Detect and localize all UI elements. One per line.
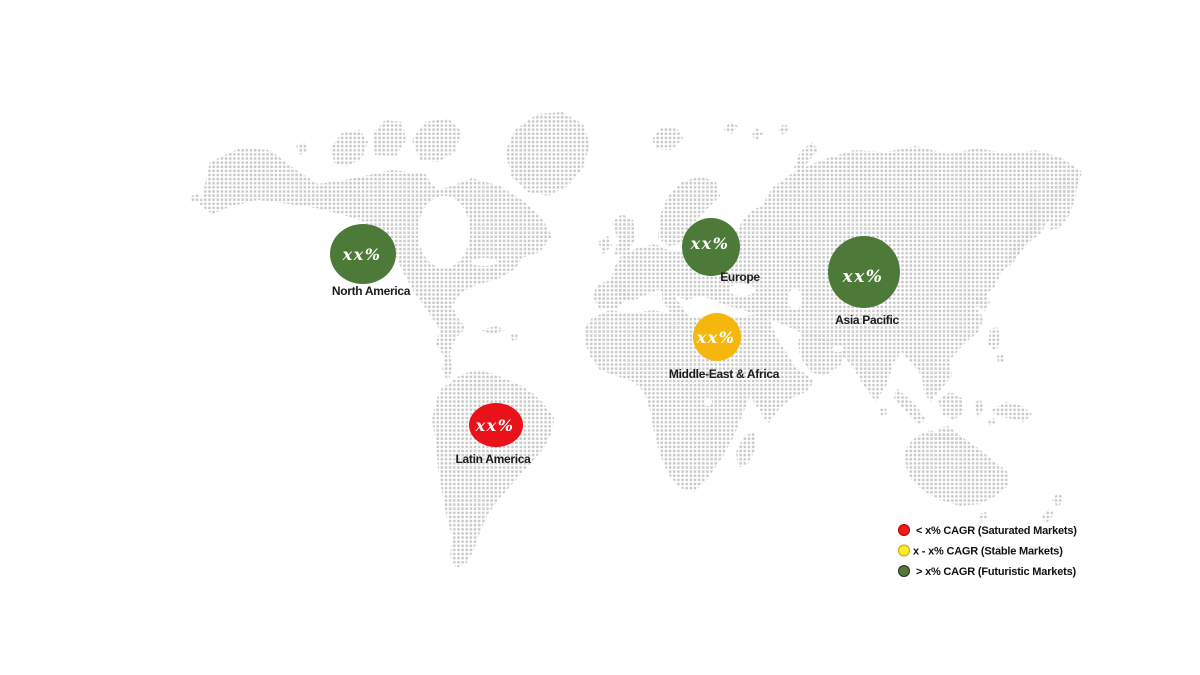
landmass-british-isles <box>598 214 636 256</box>
bubble-circle-latin-america[interactable] <box>469 403 523 447</box>
landmass-madagascar <box>736 432 756 468</box>
region-label-latin-america: Latin America <box>455 452 531 466</box>
world-map <box>190 112 1082 568</box>
region-label-north-america: North America <box>332 284 411 298</box>
bubble-value-latin-america: xx% <box>475 416 515 435</box>
landmass-north-america <box>200 148 552 382</box>
landmass-africa <box>584 310 814 492</box>
lake-victoria <box>704 398 712 406</box>
landmass-arabia <box>798 332 846 376</box>
landmass-iberia <box>592 280 630 310</box>
landmass-scandinavia <box>658 176 720 246</box>
bubble-circle-asia-pacific[interactable] <box>828 236 900 308</box>
sea-black-sea <box>729 284 755 296</box>
bubble-north-america[interactable]: xx% <box>330 224 396 284</box>
legend-label-futuristic: > x% CAGR (Futuristic Markets) <box>916 566 1076 578</box>
landmass-northeast-asia <box>977 174 1076 312</box>
bubble-value-north-america: xx% <box>342 245 382 264</box>
legend-label-saturated: < x% CAGR (Saturated Markets) <box>916 525 1077 537</box>
sea-persian-gulf <box>832 346 844 352</box>
landmass-australia <box>904 426 1008 521</box>
legend-dot-stable <box>898 544 910 557</box>
bubble-value-europe: xx% <box>690 234 730 253</box>
bubble-value-middle-east-africa: xx% <box>696 328 736 347</box>
bubble-circle-middle-east-africa[interactable] <box>693 313 741 361</box>
bubble-circle-europe[interactable] <box>682 218 740 276</box>
landmass-indonesia <box>894 388 1032 446</box>
bubble-value-asia-pacific: xx% <box>842 267 884 287</box>
legend-label-stable: x - x% CAGR (Stable Markets) <box>913 546 1063 558</box>
landmass-new-zealand <box>1042 492 1064 524</box>
region-label-europe: Europe <box>720 270 760 284</box>
bubble-middle-east-africa[interactable]: xx% <box>693 313 741 361</box>
sea-caspian <box>788 288 802 310</box>
legend-dot-futuristic <box>898 565 910 577</box>
landmass-south-america <box>432 370 554 568</box>
legend-dot-saturated <box>898 524 910 536</box>
legend-item-futuristic: > x% CAGR (Futuristic Markets) <box>898 565 1077 578</box>
legend: < x% CAGR (Saturated Markets) x - x% CAG… <box>898 524 1078 578</box>
bubble-asia-pacific[interactable]: xx% <box>828 236 900 308</box>
region-label-asia-pacific: Asia Pacific <box>835 313 899 327</box>
bubble-circle-north-america[interactable] <box>330 224 396 284</box>
legend-item-saturated: < x% CAGR (Saturated Markets) <box>898 524 1078 537</box>
landmass-iceland <box>652 127 683 150</box>
landmass-arctic-russia-islands <box>724 121 818 172</box>
bubble-latin-america[interactable]: xx% <box>469 403 523 447</box>
landmass-arctic-islands <box>190 118 462 202</box>
sea-great-lakes <box>471 258 497 266</box>
bubble-europe[interactable]: xx% <box>682 218 740 276</box>
landmass-greenland <box>505 112 590 196</box>
landmass-caribbean <box>480 326 518 341</box>
sea-hudson-bay <box>418 196 470 268</box>
legend-item-stable: x - x% CAGR (Stable Markets) <box>898 544 1063 558</box>
region-bubbles: xx% North America xx% Europe xx% Asia Pa… <box>330 218 900 466</box>
region-label-middle-east-africa: Middle-East & Africa <box>669 367 780 381</box>
